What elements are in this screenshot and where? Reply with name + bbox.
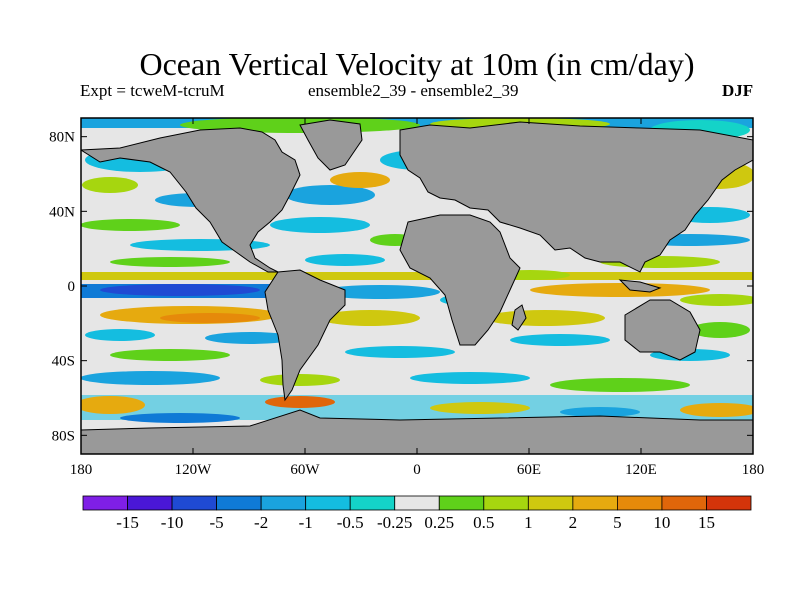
- colorbar-label: -5: [210, 513, 224, 532]
- colorbar-label: -10: [161, 513, 184, 532]
- colorbar-label: 1: [524, 513, 533, 532]
- colorbar-label: -2: [254, 513, 268, 532]
- colorbar-swatch: [305, 495, 351, 511]
- x-tick-label: 60W: [290, 462, 320, 478]
- colorbar: -15 -10 -5 -2 -1 -0.5 -0.25 0.25 0.5 1 2 5 10 15: [82, 495, 752, 532]
- colorbar-swatch: [572, 495, 618, 511]
- map-title: Ocean Vertical Velocity at 10m (in cm/da…: [139, 46, 695, 82]
- colorbar-label: -0.25: [377, 513, 412, 532]
- colorbar-swatch: [394, 495, 440, 511]
- colorbar-swatch: [349, 495, 396, 511]
- x-tick-label: 60E: [517, 462, 541, 478]
- axis-ticks: 80N 40N 0 40S 80S 180 120W 60W 0 60E 120E 180: [49, 118, 764, 478]
- colorbar-label: -0.5: [337, 513, 364, 532]
- y-tick-label: 80S: [52, 428, 75, 444]
- colorbar-label: 15: [698, 513, 715, 532]
- colorbar-swatch: [661, 495, 707, 511]
- colorbar-label: 0.25: [424, 513, 454, 532]
- x-tick-label: 180: [742, 462, 765, 478]
- x-tick-label: 180: [70, 462, 93, 478]
- colorbar-swatch: [171, 495, 217, 511]
- colorbar-swatch: [706, 495, 752, 511]
- colorbar-label: 10: [653, 513, 670, 532]
- experiment-label: Expt = tcweM-tcruM: [80, 81, 225, 100]
- colorbar-label: 5: [613, 513, 622, 532]
- y-tick-label: 40N: [49, 204, 75, 220]
- colorbar-label: 2: [569, 513, 578, 532]
- x-tick-label: 120E: [625, 462, 657, 478]
- colorbar-label: 0.5: [473, 513, 494, 532]
- x-tick-label: 120W: [175, 462, 213, 478]
- land: [81, 119, 753, 454]
- colorbar-swatch: [260, 495, 307, 511]
- x-tick-label: 0: [413, 462, 421, 478]
- colorbar-swatch: [527, 495, 574, 511]
- colorbar-swatch: [483, 495, 529, 511]
- ensemble-label: ensemble2_39 - ensemble2_39: [308, 81, 519, 100]
- colorbar-label: -15: [116, 513, 139, 532]
- y-tick-label: 80N: [49, 130, 75, 146]
- map-area: [81, 118, 753, 454]
- colorbar-label: -1: [299, 513, 313, 532]
- y-tick-label: 40S: [52, 354, 75, 370]
- colorbar-swatch: [438, 495, 485, 511]
- colorbar-swatch: [216, 495, 262, 511]
- colorbar-swatch: [82, 495, 128, 511]
- y-tick-label: 0: [68, 279, 76, 295]
- season-label: DJF: [722, 81, 754, 100]
- colorbar-swatch: [617, 495, 663, 511]
- colorbar-swatch: [127, 495, 173, 511]
